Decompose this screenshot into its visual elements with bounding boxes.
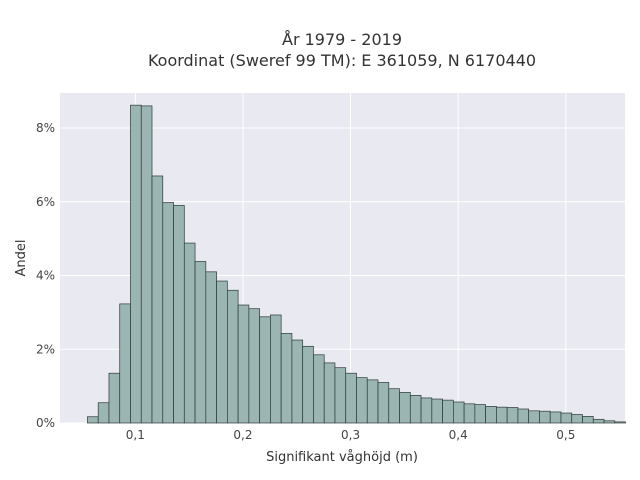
histogram-bar <box>248 308 260 424</box>
histogram-bar <box>119 303 131 424</box>
histogram-bar <box>388 388 400 424</box>
x-tick-label: 0,1 <box>126 428 145 442</box>
histogram-bar <box>313 354 325 424</box>
histogram-bar <box>571 414 583 424</box>
histogram-bar <box>560 412 573 424</box>
chart-title: År 1979 - 2019 <box>282 30 402 49</box>
histogram-bar <box>356 377 368 424</box>
histogram-bar <box>194 261 207 424</box>
histogram-bar <box>431 398 443 424</box>
x-axis-label: Signifikant våghöjd (m) <box>266 450 418 465</box>
y-tick-label: 2% <box>36 342 55 356</box>
chart-subtitle: Koordinat (Sweref 99 TM): E 361059, N 61… <box>148 51 536 70</box>
histogram-bar <box>603 420 616 424</box>
histogram-bar <box>162 202 174 424</box>
histogram-bar <box>173 205 185 424</box>
x-tick-label: 0,5 <box>556 428 575 442</box>
x-tick-label: 0,2 <box>233 428 252 442</box>
histogram-bar <box>528 410 540 424</box>
histogram-bar <box>420 397 433 424</box>
histogram-bar <box>549 411 562 424</box>
y-tick-labels: 0% 2% 4% 6% 8% <box>36 121 55 430</box>
histogram-bar <box>539 410 551 424</box>
histogram-bar <box>226 289 239 424</box>
histogram-bar <box>474 404 486 424</box>
histogram-bar <box>366 379 379 424</box>
x-tick-labels: 0,1 0,2 0,3 0,4 0,5 <box>126 428 576 442</box>
histogram-bar <box>506 407 519 424</box>
histogram-bar <box>151 175 164 424</box>
histogram-bar <box>205 271 217 424</box>
histogram-bar <box>399 392 411 424</box>
histogram-bar <box>614 421 626 424</box>
histogram-bar <box>216 280 228 424</box>
histogram-bar <box>323 362 336 424</box>
histogram-bar <box>485 406 497 424</box>
histogram-bar <box>302 345 314 424</box>
histogram-bar <box>280 333 293 424</box>
histogram-bar <box>183 242 196 424</box>
histogram-bar <box>442 399 454 424</box>
histogram-bar <box>291 339 304 424</box>
y-tick-label: 0% <box>36 416 55 430</box>
histogram-bar <box>108 372 121 424</box>
histogram-bar <box>270 314 282 424</box>
y-tick-label: 4% <box>36 269 55 283</box>
histogram-bar <box>259 316 271 424</box>
histogram-bar <box>452 401 465 424</box>
histogram-bar <box>517 408 530 424</box>
x-tick-label: 0,3 <box>341 428 360 442</box>
histogram-bar <box>237 304 250 424</box>
histogram-bar <box>97 402 110 424</box>
histogram-bar <box>582 416 594 424</box>
histogram-bar <box>409 394 422 424</box>
histogram-bar <box>345 372 357 424</box>
y-tick-label: 6% <box>36 195 55 209</box>
x-tick-label: 0,4 <box>449 428 468 442</box>
bars <box>87 104 626 424</box>
histogram-bar <box>130 104 142 424</box>
histogram-bar <box>87 416 99 424</box>
y-tick-label: 8% <box>36 121 55 135</box>
y-axis-label: Andel <box>14 240 29 277</box>
histogram-bar <box>377 382 390 424</box>
histogram-bar <box>140 105 153 424</box>
histogram-bar <box>592 418 605 424</box>
histogram-bar <box>496 406 508 424</box>
histogram-bar <box>463 403 476 424</box>
histogram-bar <box>334 367 347 424</box>
